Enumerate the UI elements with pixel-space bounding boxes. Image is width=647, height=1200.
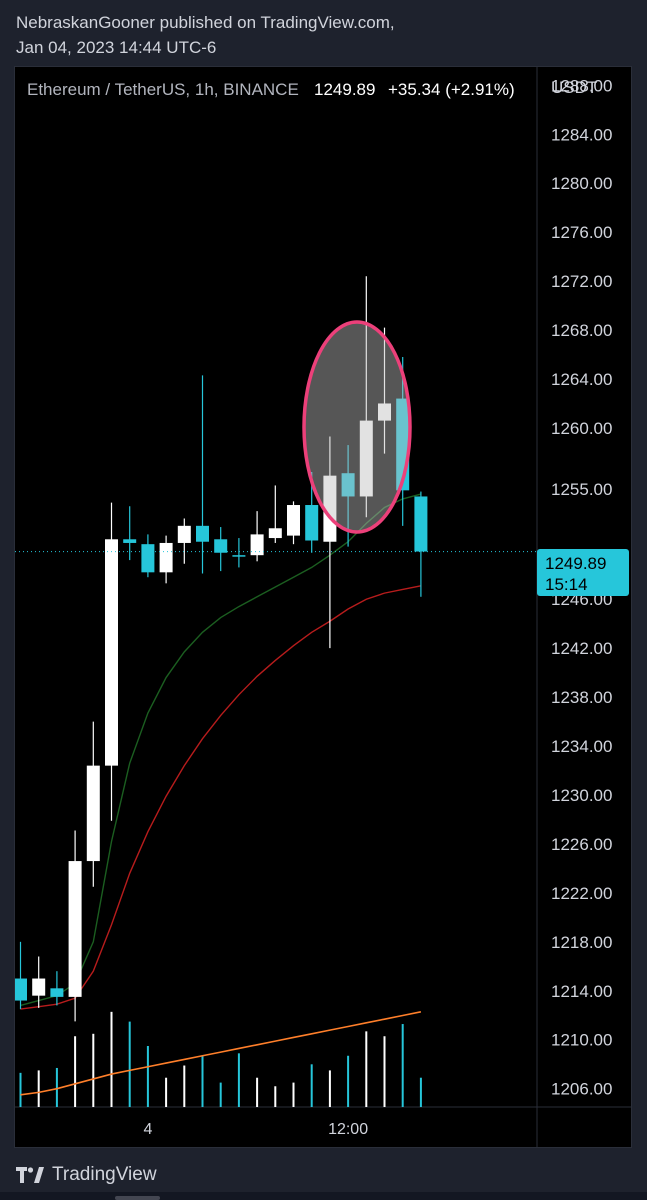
volume-bar bbox=[128, 1021, 131, 1107]
publish-header: NebraskanGooner published on TradingView… bbox=[16, 10, 636, 60]
highlight-ellipse bbox=[302, 320, 412, 534]
volume-bar bbox=[146, 1046, 149, 1107]
volume-bar bbox=[183, 1065, 186, 1107]
last-price-badge: 1249.89 15:14 bbox=[537, 549, 629, 596]
volume-bar bbox=[383, 1036, 386, 1107]
candle-body bbox=[214, 539, 228, 553]
volume-ma-line bbox=[20, 1011, 422, 1096]
volume-bar bbox=[365, 1031, 368, 1107]
publisher-line: NebraskanGooner published on TradingView… bbox=[16, 13, 395, 32]
volume-bar bbox=[237, 1053, 240, 1107]
volume-bar bbox=[310, 1064, 313, 1107]
price-tick: 1260.00 bbox=[551, 419, 612, 438]
candle-body bbox=[177, 525, 191, 543]
bottom-bar bbox=[0, 1192, 647, 1200]
price-tick: 1234.00 bbox=[551, 737, 612, 756]
price-tick: 1214.00 bbox=[551, 982, 612, 1001]
symbol-name: Ethereum / TetherUS, 1h, BINANCE bbox=[27, 80, 299, 99]
candle-body bbox=[50, 988, 64, 997]
price-change: +35.34 (+2.91%) bbox=[388, 80, 515, 99]
bottom-handle bbox=[115, 1196, 160, 1200]
price-tick: 1280.00 bbox=[551, 174, 612, 193]
last-price-value: 1249.89 bbox=[314, 80, 375, 99]
highlight-annotation bbox=[302, 320, 412, 534]
symbol-legend[interactable]: Ethereum / TetherUS, 1h, BINANCE 1249.89… bbox=[27, 80, 515, 99]
price-tick: 1272.00 bbox=[551, 272, 612, 291]
volume-bar bbox=[219, 1082, 222, 1107]
candle-body bbox=[268, 528, 282, 539]
candle-body bbox=[232, 555, 246, 557]
volume-bar bbox=[165, 1077, 168, 1107]
time-tick: 12:00 bbox=[328, 1121, 368, 1138]
volume-bar bbox=[292, 1082, 295, 1107]
candle-body bbox=[32, 978, 46, 996]
candle-body bbox=[287, 505, 300, 536]
price-tick: 1230.00 bbox=[551, 786, 612, 805]
price-tick: 1255.00 bbox=[551, 480, 612, 499]
volume-bars bbox=[19, 1011, 422, 1107]
price-chart[interactable]: Ethereum / TetherUS, 1h, BINANCE 1249.89… bbox=[15, 67, 632, 1148]
candle-body bbox=[359, 420, 373, 497]
volume-bar bbox=[37, 1070, 40, 1107]
tradingview-logo[interactable]: TradingView bbox=[16, 1162, 157, 1188]
brand-name: TradingView bbox=[52, 1164, 157, 1185]
volume-bar bbox=[110, 1011, 113, 1107]
price-tick: 1276.00 bbox=[551, 223, 612, 242]
price-tick: 1210.00 bbox=[551, 1031, 612, 1050]
last-price-badge-bg bbox=[537, 549, 629, 596]
candle-body bbox=[305, 505, 319, 541]
tradingview-logo-icon bbox=[16, 1167, 44, 1183]
volume-bar bbox=[419, 1077, 422, 1107]
publish-date: Jan 04, 2023 14:44 UTC-6 bbox=[16, 38, 217, 57]
volume-bar bbox=[256, 1077, 259, 1107]
price-tick: 1268.00 bbox=[551, 321, 612, 340]
slow-ma-line bbox=[20, 585, 422, 1010]
price-tick: 1288.00 bbox=[551, 76, 612, 95]
price-tick: 1238.00 bbox=[551, 688, 612, 707]
price-tick: 1226.00 bbox=[551, 835, 612, 854]
volume-bar bbox=[328, 1070, 331, 1107]
candle-body bbox=[159, 542, 173, 573]
candle-body bbox=[15, 978, 27, 1001]
volume-ma-line bbox=[20, 1011, 422, 1096]
volume-bar bbox=[347, 1055, 350, 1107]
volume-bar bbox=[55, 1067, 58, 1107]
price-tick: 1264.00 bbox=[551, 370, 612, 389]
price-tick: 1284.00 bbox=[551, 125, 612, 144]
candle-body bbox=[414, 496, 428, 552]
volume-bar bbox=[74, 1036, 77, 1107]
candle-body bbox=[323, 475, 337, 542]
candles[interactable] bbox=[15, 276, 428, 1022]
volume-bar bbox=[401, 1024, 404, 1107]
candle-body bbox=[105, 539, 118, 766]
volume-bar bbox=[19, 1072, 22, 1107]
price-tick: 1242.00 bbox=[551, 639, 612, 658]
candle-body bbox=[123, 539, 137, 543]
chart-panel[interactable]: Ethereum / TetherUS, 1h, BINANCE 1249.89… bbox=[14, 66, 632, 1148]
price-tick: 1222.00 bbox=[551, 884, 612, 903]
candle-body bbox=[250, 534, 264, 556]
price-axis-ticks[interactable]: 1288.00 1284.00 1280.00 1276.00 1272.00 1268.… bbox=[551, 76, 612, 1098]
price-tick: 1206.00 bbox=[551, 1080, 612, 1099]
candle-body bbox=[378, 403, 391, 421]
candle-body bbox=[68, 861, 82, 997]
fast-ma-line bbox=[20, 493, 422, 1007]
volume-bar bbox=[201, 1055, 204, 1107]
moving-averages bbox=[20, 493, 422, 1010]
currency-label: USDT bbox=[551, 78, 597, 97]
volume-bar bbox=[92, 1033, 95, 1107]
time-tick: 4 bbox=[143, 1121, 152, 1138]
candle-countdown: 15:14 bbox=[545, 575, 588, 594]
candle-body bbox=[141, 544, 155, 573]
time-axis-ticks[interactable]: 4 12:00 bbox=[143, 1121, 368, 1138]
price-tick: 1218.00 bbox=[551, 933, 612, 952]
candle-body bbox=[341, 473, 355, 497]
volume-bar bbox=[274, 1086, 277, 1107]
last-price-badge-value: 1249.89 bbox=[545, 554, 606, 573]
candle-body bbox=[196, 525, 209, 542]
candle-body bbox=[86, 765, 100, 862]
